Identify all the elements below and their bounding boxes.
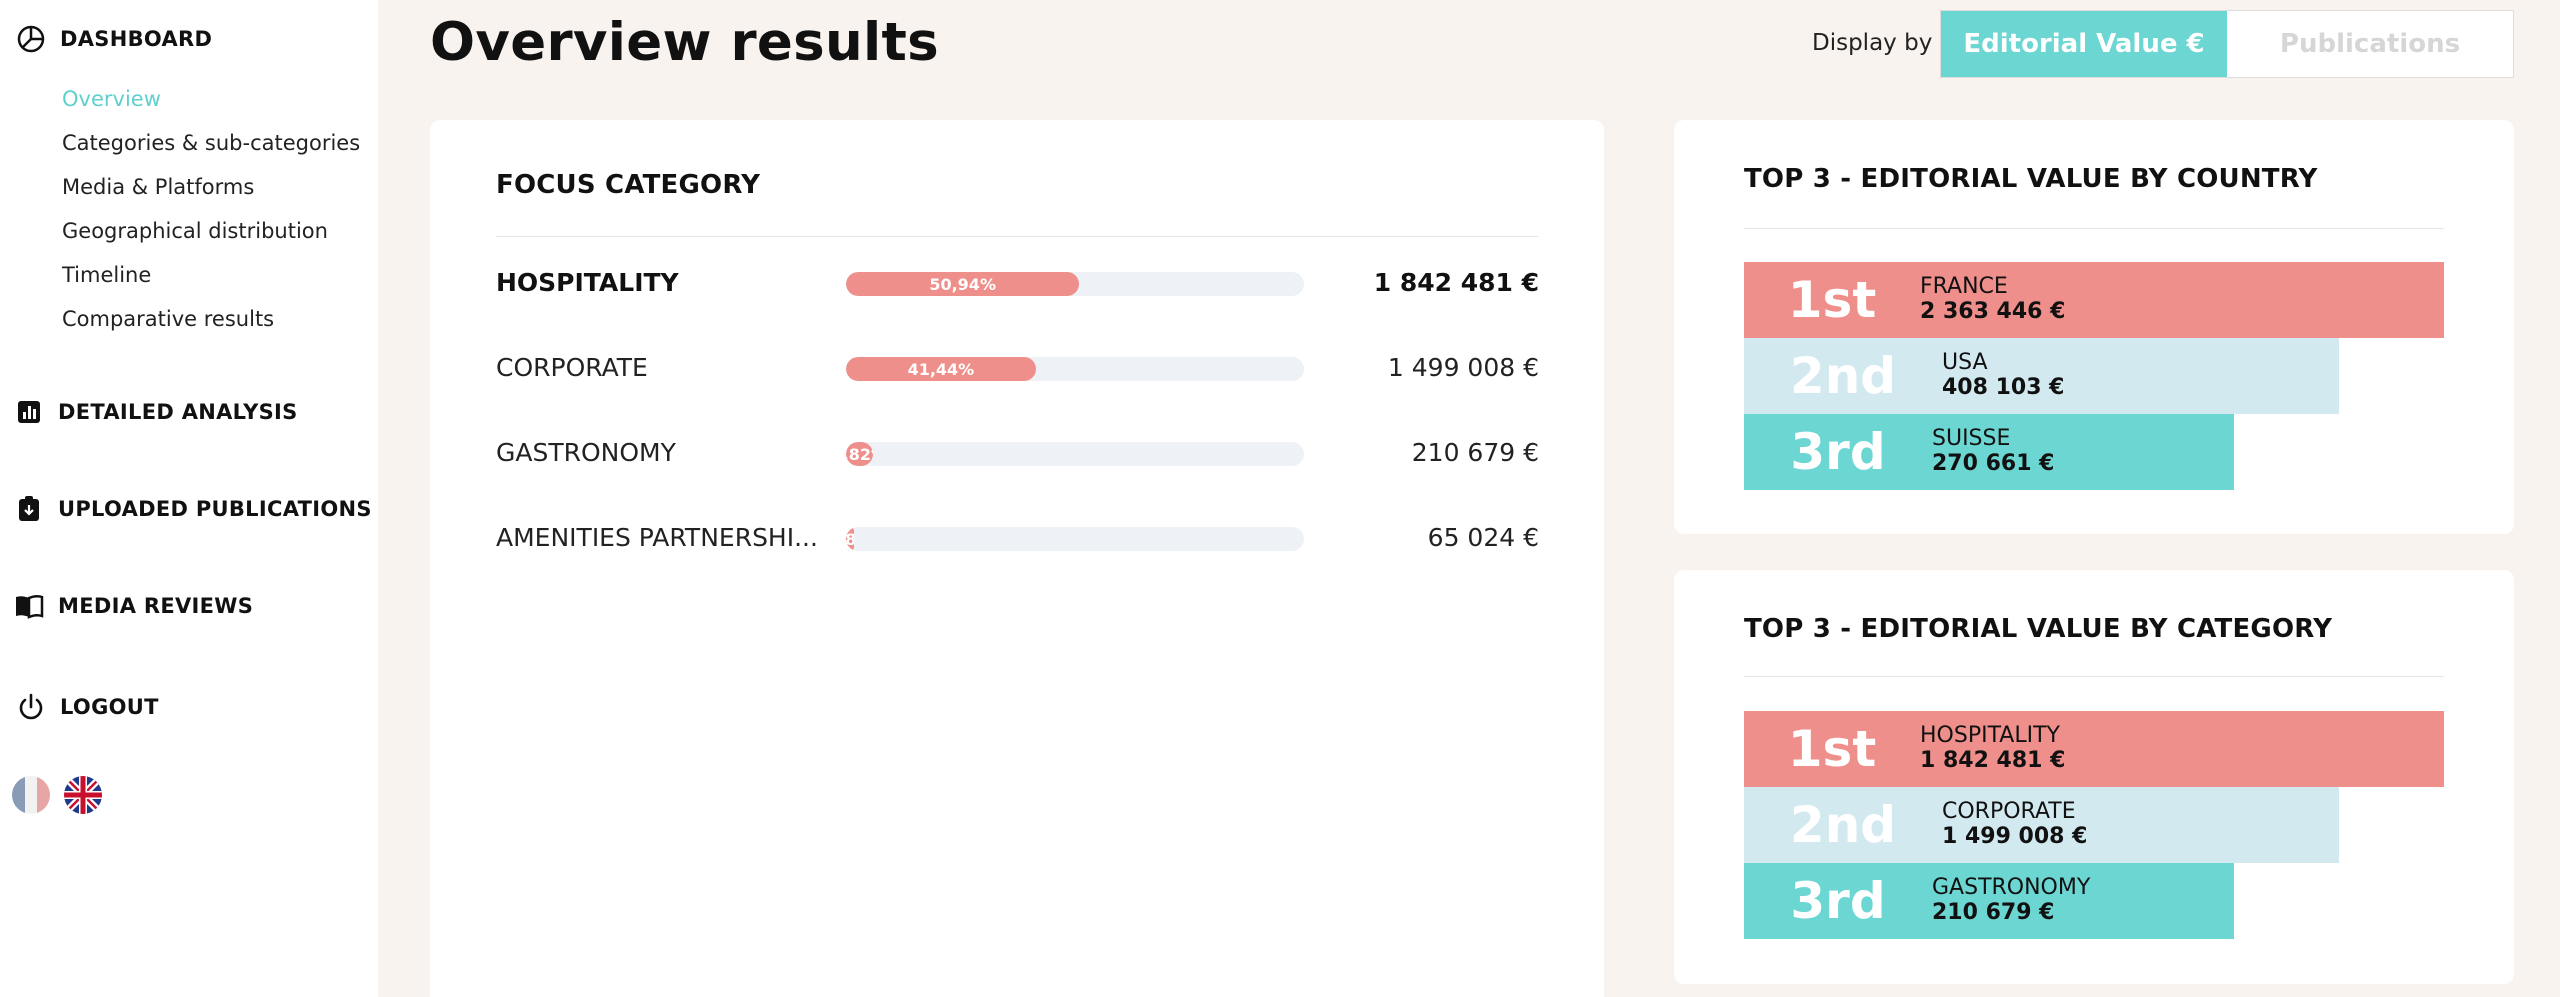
nav-detailed-label: DETAILED ANALYSIS <box>58 400 298 424</box>
power-icon <box>14 690 48 724</box>
sub-item-timeline[interactable]: Timeline <box>62 263 152 287</box>
focus-row-bar: 5,82% <box>846 442 873 466</box>
focus-row-track: 41,44% <box>846 357 1304 381</box>
category-rank-3: 3rd GASTRONOMY 210 679 € <box>1744 863 2234 939</box>
focus-row-bar: 50,94% <box>846 272 1080 296</box>
nav-dashboard[interactable]: DASHBOARD <box>14 22 212 56</box>
category-divider <box>1744 676 2444 677</box>
focus-row-value: 65 024 € <box>1427 523 1539 552</box>
nav-reviews-label: MEDIA REVIEWS <box>58 594 254 618</box>
nav-logout[interactable]: LOGOUT <box>14 690 159 724</box>
category-name: CORPORATE <box>1942 799 2076 825</box>
focus-row-value: 1 842 481 € <box>1373 268 1539 297</box>
category-name: HOSPITALITY <box>1920 723 2060 749</box>
category-rank-2: 2nd CORPORATE 1 499 008 € <box>1744 787 2339 863</box>
nav-dashboard-label: DASHBOARD <box>60 27 213 51</box>
uk-flag-icon[interactable] <box>64 776 102 814</box>
top3-category-title: TOP 3 - EDITORIAL VALUE BY CATEGORY <box>1744 614 2333 644</box>
sub-item-media-platforms[interactable]: Media & Platforms <box>62 175 255 199</box>
rank-label: 1st <box>1787 720 1877 778</box>
focus-category-card: FOCUS CATEGORY <box>430 120 1604 997</box>
country-rank-1: 1st FRANCE 2 363 446 € <box>1744 262 2444 338</box>
rank-label: 1st <box>1787 271 1877 329</box>
focus-row-label: AMENITIES PARTNERSHI... <box>496 523 818 552</box>
country-name: SUISSE <box>1932 426 2011 452</box>
country-value: 408 103 € <box>1942 375 2065 401</box>
country-rank-3: 3rd SUISSE 270 661 € <box>1744 414 2234 490</box>
french-flag-icon[interactable] <box>12 776 50 814</box>
sub-item-categories[interactable]: Categories & sub-categories <box>62 131 361 155</box>
category-name: GASTRONOMY <box>1932 875 2091 901</box>
focus-row-bar: 41,44% <box>846 357 1036 381</box>
toggle-publications[interactable]: Publications <box>2279 29 2461 59</box>
focus-row-track: 50,94% <box>846 272 1304 296</box>
focus-row-value: 210 679 € <box>1411 438 1539 467</box>
rank-label: 2nd <box>1789 347 1897 405</box>
country-name: USA <box>1942 350 1988 376</box>
toggle-editorial-value[interactable]: Editorial Value € <box>1941 11 2227 77</box>
nav-media-reviews[interactable]: MEDIA REVIEWS <box>12 589 253 623</box>
sub-item-geographical[interactable]: Geographical distribution <box>62 219 328 243</box>
focus-divider <box>496 236 1538 237</box>
focus-row-track: 5,82% <box>846 442 1304 466</box>
focus-row-track: 1,8% <box>846 527 1304 551</box>
focus-row-label: GASTRONOMY <box>496 438 676 467</box>
sidebar: DASHBOARD Overview Categories & sub-cate… <box>0 0 378 997</box>
country-rank-2: 2nd USA 408 103 € <box>1744 338 2339 414</box>
country-name: FRANCE <box>1920 274 2008 300</box>
rank-label: 3rd <box>1790 423 1886 481</box>
nav-detailed-analysis[interactable]: DETAILED ANALYSIS <box>12 395 298 429</box>
sub-item-comparative[interactable]: Comparative results <box>62 307 275 331</box>
focus-row-label: HOSPITALITY <box>496 268 679 297</box>
pie-chart-icon <box>14 22 48 56</box>
category-value: 210 679 € <box>1932 900 2055 926</box>
country-divider <box>1744 228 2444 229</box>
clipboard-download-icon <box>12 492 46 526</box>
rank-label: 3rd <box>1790 872 1886 930</box>
bar-chart-icon <box>12 395 46 429</box>
category-rank-1: 1st HOSPITALITY 1 842 481 € <box>1744 711 2444 787</box>
nav-logout-label: LOGOUT <box>60 695 159 719</box>
nav-uploaded-label: UPLOADED PUBLICATIONS <box>58 497 372 521</box>
country-value: 270 661 € <box>1932 451 2055 477</box>
display-toggle: Editorial Value € Publications <box>1940 10 2514 78</box>
category-value: 1 499 008 € <box>1942 824 2088 850</box>
country-value: 2 363 446 € <box>1920 299 2066 325</box>
top3-country-title: TOP 3 - EDITORIAL VALUE BY COUNTRY <box>1744 164 2318 194</box>
category-value: 1 842 481 € <box>1920 748 2066 774</box>
rank-label: 2nd <box>1789 796 1897 854</box>
sub-item-overview[interactable]: Overview <box>62 87 161 111</box>
nav-uploaded-publications[interactable]: UPLOADED PUBLICATIONS <box>12 492 372 526</box>
focus-row-value: 1 499 008 € <box>1387 353 1539 382</box>
page-title: Overview results <box>430 12 939 73</box>
focus-row-label: CORPORATE <box>496 353 648 382</box>
focus-category-title: FOCUS CATEGORY <box>496 170 761 200</box>
book-icon <box>12 589 46 623</box>
focus-row-bar: 1,8% <box>846 527 855 551</box>
display-by-label: Display by <box>1812 30 1933 56</box>
